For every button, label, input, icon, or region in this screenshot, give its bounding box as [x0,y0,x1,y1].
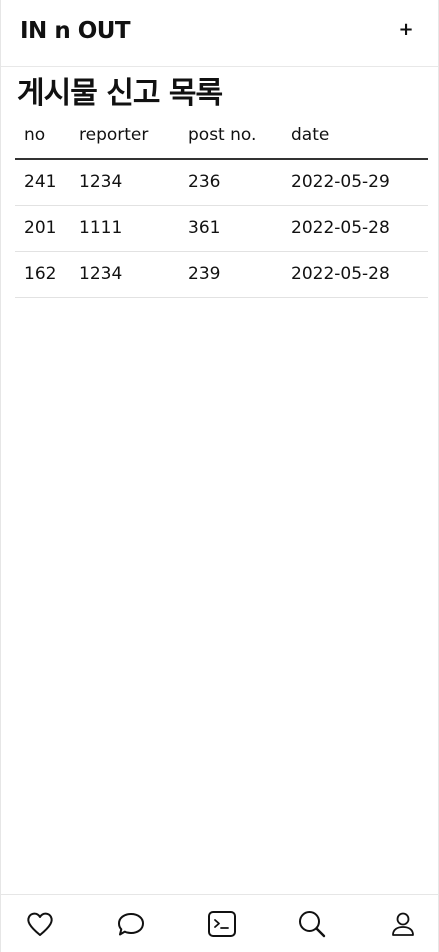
chat-icon [117,912,144,935]
cell-reporter: 1234 [70,159,179,206]
nav-search-button[interactable] [295,907,329,941]
terminal-icon [207,910,236,937]
nav-profile-button[interactable] [386,907,420,941]
heart-icon [27,912,53,936]
search-icon [299,910,326,937]
table-header-row: no reporter post no. date [15,112,428,160]
cell-post-no: 239 [179,251,282,298]
cell-date: 2022-05-28 [282,205,428,252]
column-header-post-no: post no. [179,112,282,160]
table-row[interactable]: 162 1234 239 2022-05-28 [15,251,428,298]
add-button[interactable]: + [398,19,414,40]
cell-no: 162 [15,251,70,298]
top-header: IN n OUT + [1,0,438,67]
nav-heart-button[interactable] [23,907,57,941]
report-table: no reporter post no. date 241 1234 236 2… [15,112,428,298]
nav-terminal-button[interactable] [205,907,239,941]
cell-date: 2022-05-28 [282,251,428,298]
cell-date: 2022-05-29 [282,159,428,206]
user-icon [392,912,414,936]
table-row[interactable]: 241 1234 236 2022-05-29 [15,159,428,206]
cell-reporter: 1111 [70,205,179,252]
nav-chat-button[interactable] [114,907,148,941]
column-header-no: no [15,112,70,160]
brand-logo[interactable]: IN n OUT [20,18,131,44]
cell-no: 241 [15,159,70,206]
column-header-date: date [282,112,428,160]
cell-reporter: 1234 [70,251,179,298]
bottom-nav [1,894,438,952]
page-title: 게시물 신고 목록 [17,76,223,111]
column-header-reporter: reporter [70,112,179,160]
table-row[interactable]: 201 1111 361 2022-05-28 [15,205,428,252]
cell-no: 201 [15,205,70,252]
cell-post-no: 236 [179,159,282,206]
cell-post-no: 361 [179,205,282,252]
